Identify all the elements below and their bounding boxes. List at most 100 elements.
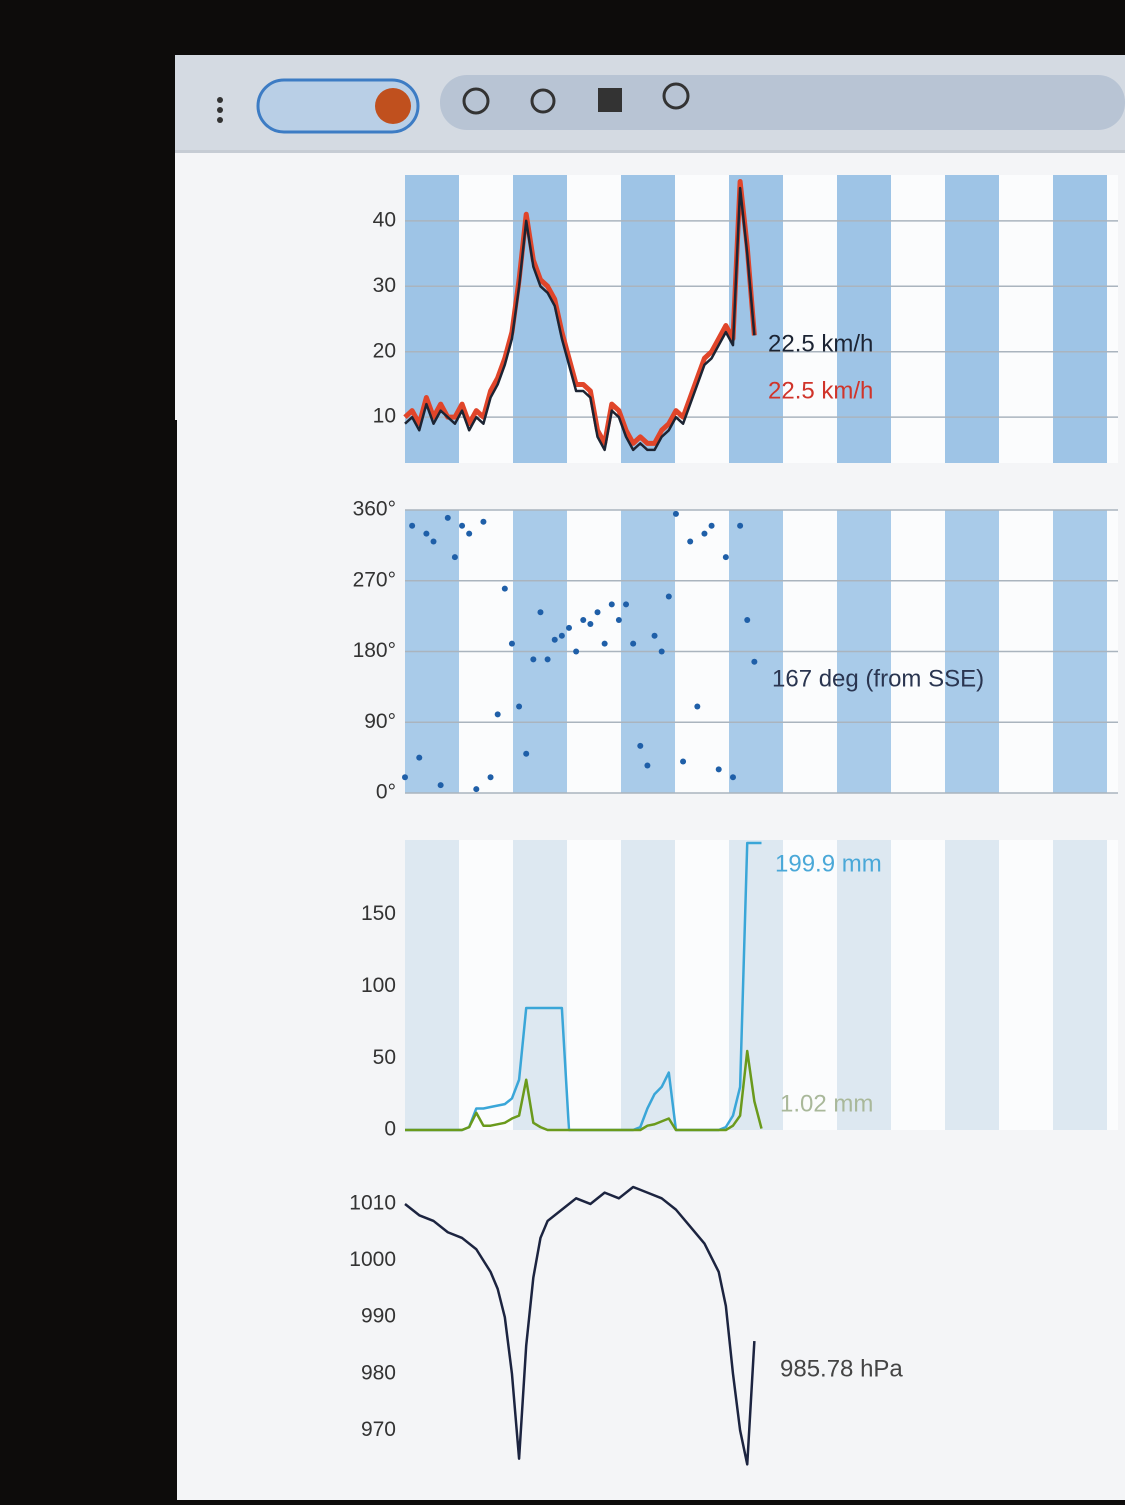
series-line [403, 179, 757, 446]
day-band [945, 840, 999, 1130]
y-tick-label: 970 [361, 1418, 396, 1441]
point [487, 774, 494, 781]
point [722, 554, 729, 561]
point [451, 554, 458, 561]
y-tick-label: 90° [364, 710, 396, 733]
point [651, 632, 658, 639]
point [530, 656, 537, 663]
point [580, 617, 587, 624]
point [729, 774, 736, 781]
point [501, 585, 508, 592]
y-tick-label: 20 [373, 339, 396, 362]
point [444, 514, 451, 521]
point [516, 703, 523, 710]
point [594, 609, 601, 616]
point [565, 624, 572, 631]
y-tick-label: 980 [361, 1361, 396, 1384]
point [637, 742, 644, 749]
point [715, 766, 722, 773]
point [601, 640, 608, 647]
value-annotation: 22.5 km/h [768, 330, 873, 357]
value-annotation: 1.02 mm [780, 1090, 873, 1117]
y-tick-label: 30 [373, 274, 396, 297]
y-tick-label: 360° [353, 498, 396, 521]
point [751, 658, 758, 665]
toolbar-border [175, 150, 1125, 153]
point [658, 648, 665, 655]
menu-dot [217, 107, 223, 113]
value-annotation: 22.5 km/h [768, 377, 873, 404]
series-line [404, 1185, 756, 1466]
y-tick-label: 50 [373, 1046, 396, 1069]
y-tick-label: 150 [361, 902, 396, 925]
profile-pill[interactable] [256, 78, 420, 134]
point [680, 758, 687, 765]
point [423, 530, 430, 537]
zoom-icon[interactable] [530, 88, 556, 114]
point [615, 617, 622, 624]
y-tick-label: 180° [353, 639, 396, 662]
point [409, 522, 416, 529]
point [630, 640, 637, 647]
point [573, 648, 580, 655]
y-tick-label: 100 [361, 974, 396, 997]
point [744, 617, 751, 624]
point [494, 711, 501, 718]
day-band [837, 175, 891, 463]
point [430, 538, 437, 545]
point [608, 601, 615, 608]
point [437, 782, 444, 789]
point [544, 656, 551, 663]
address-bar[interactable] [440, 75, 1125, 130]
value-annotation: 199.9 mm [775, 850, 882, 877]
point [558, 632, 565, 639]
y-tick-label: 40 [373, 208, 396, 231]
point [587, 620, 594, 627]
point [701, 530, 708, 537]
y-tick-label: 1010 [349, 1192, 396, 1215]
point [473, 786, 480, 793]
day-band [513, 840, 567, 1130]
point [459, 522, 466, 529]
point [402, 774, 408, 781]
point [416, 754, 423, 761]
star-icon[interactable] [462, 87, 490, 115]
point [644, 762, 651, 769]
y-tick-label: 1000 [349, 1248, 396, 1271]
menu-dot [217, 117, 223, 123]
point [480, 518, 487, 525]
point [672, 510, 679, 517]
avatar[interactable] [375, 88, 411, 124]
day-band [621, 175, 675, 463]
y-tick-label: 990 [361, 1305, 396, 1328]
menu-dot [217, 97, 223, 103]
point [708, 522, 715, 529]
series-line [405, 1049, 763, 1132]
day-band [837, 840, 891, 1130]
day-band [945, 175, 999, 463]
ext-icon[interactable] [598, 88, 622, 112]
day-band [405, 840, 459, 1130]
point [466, 530, 473, 537]
day-band [729, 840, 783, 1130]
point [623, 601, 630, 608]
point [687, 538, 694, 545]
y-tick-label: 0° [376, 781, 396, 804]
point [737, 522, 744, 529]
day-band [1053, 175, 1107, 463]
y-tick-label: 270° [353, 568, 396, 591]
y-tick-label: 0 [384, 1118, 396, 1141]
series-line [404, 186, 756, 452]
y-tick-label: 10 [373, 405, 396, 428]
point [665, 593, 672, 600]
add-icon[interactable] [662, 82, 690, 110]
point [523, 750, 530, 757]
point [694, 703, 701, 710]
point [508, 640, 515, 647]
point [537, 609, 544, 616]
value-annotation: 167 deg (from SSE) [772, 665, 984, 692]
day-band [1053, 840, 1107, 1130]
point [551, 636, 558, 643]
value-annotation: 985.78 hPa [780, 1355, 903, 1382]
